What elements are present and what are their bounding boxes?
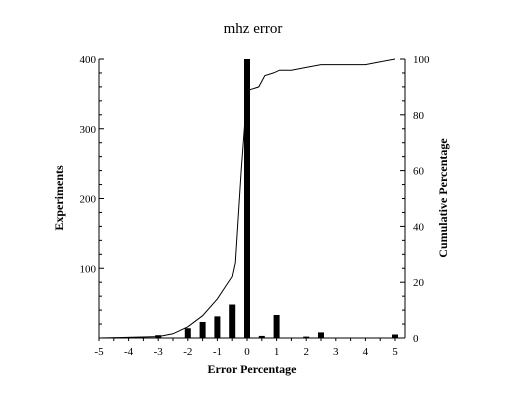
- x-tick-label: 3: [333, 346, 339, 358]
- y2-tick-label: 0: [413, 333, 419, 345]
- cumulative-line-series: [98, 58, 396, 339]
- y-tick-label: 400: [80, 54, 97, 66]
- x-tick-label: 0: [244, 346, 250, 358]
- y2-tick-label: 20: [413, 277, 425, 289]
- y-tick-label: 100: [80, 263, 97, 275]
- y-tick-label: 200: [80, 194, 97, 206]
- tick-labels: 100 200 300 400 0 20 40 60 80 100 -5 -4 -3 -2 -1 0 1 2 3 4 5: [80, 54, 431, 358]
- x-tick-label: 5: [392, 346, 398, 358]
- bar: [184, 328, 191, 338]
- bar: [392, 334, 398, 338]
- bar: [318, 332, 324, 338]
- x-tick-label: 4: [363, 346, 369, 358]
- bar: [199, 321, 206, 338]
- x-tick-label: 2: [303, 346, 309, 358]
- y2-tick-label: 40: [413, 221, 425, 233]
- bar-series: [155, 59, 398, 338]
- x-tick-label: -5: [94, 346, 104, 358]
- y-tick-label: 300: [80, 124, 97, 136]
- bar: [229, 304, 236, 338]
- bar: [303, 336, 310, 338]
- x-tick-label: -4: [124, 346, 134, 358]
- y2-tick-label: 80: [413, 110, 425, 122]
- bar: [273, 314, 280, 338]
- bar: [214, 316, 221, 338]
- chart-title: mhz error: [224, 21, 283, 37]
- x-tick-label: -1: [213, 346, 222, 358]
- bar: [244, 59, 250, 338]
- y2-axis-label: Cumulative Percentage: [436, 138, 450, 258]
- y2-tick-label: 60: [413, 166, 425, 178]
- x-tick-label: -2: [183, 346, 192, 358]
- y-axis-label: Experiments: [52, 165, 66, 231]
- cumulative-line: [98, 58, 396, 339]
- x-tick-label: 1: [274, 346, 280, 358]
- y2-tick-label: 100: [413, 54, 430, 66]
- x-tick-label: -3: [154, 346, 164, 358]
- x-axis-label: Error Percentage: [208, 362, 298, 376]
- bar: [258, 335, 265, 338]
- axes: [98, 58, 406, 341]
